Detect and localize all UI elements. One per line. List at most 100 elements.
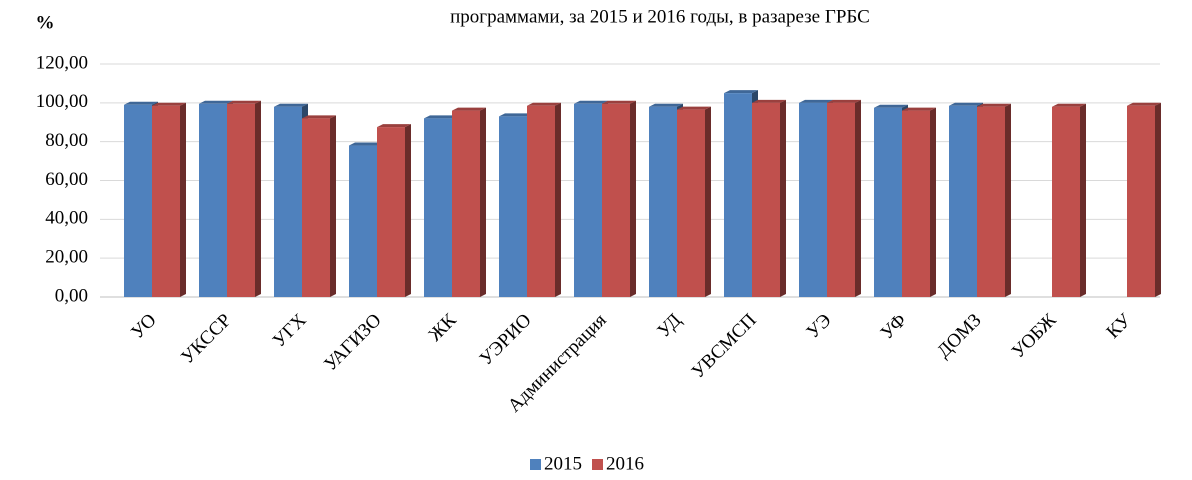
bar-side	[630, 100, 636, 297]
bar-side	[480, 107, 486, 297]
x-tick-label: УЭРИО	[476, 310, 536, 370]
bar-front	[752, 102, 780, 297]
bar-side	[1005, 103, 1011, 297]
x-tick-label: УЭ	[803, 310, 836, 343]
bar-front	[902, 110, 930, 297]
bar-front	[499, 116, 527, 297]
bar-top	[949, 102, 983, 106]
bar-top	[527, 102, 561, 106]
y-tick-label: 60,00	[45, 169, 88, 190]
bar-top	[199, 100, 233, 104]
y-tick-label: 120,00	[36, 52, 88, 73]
bar-front	[1052, 106, 1080, 297]
bar	[602, 100, 636, 297]
bar-front	[124, 104, 152, 298]
bar-top	[752, 99, 786, 103]
bar	[452, 107, 486, 297]
bar-top	[602, 100, 636, 104]
bar	[527, 102, 561, 297]
bar-top	[977, 103, 1011, 107]
bar-front	[302, 118, 330, 297]
bar-top	[302, 115, 336, 119]
y-tick-label: 40,00	[45, 208, 88, 229]
legend-swatch	[530, 459, 541, 470]
bar	[227, 100, 261, 297]
bar-top	[874, 104, 908, 108]
bar-side	[780, 99, 786, 297]
x-tick-label: УО	[127, 310, 160, 343]
bar-front	[1127, 105, 1155, 297]
bar	[349, 142, 383, 297]
bar-top	[124, 101, 158, 105]
bar-front	[274, 106, 302, 297]
x-tick-label: ЖК	[425, 310, 461, 346]
bar-front	[227, 103, 255, 297]
legend-swatch	[592, 459, 603, 470]
bar	[377, 124, 411, 298]
bar	[752, 99, 786, 297]
bar-top	[274, 103, 308, 107]
x-tick-label: ДОМЗ	[933, 310, 985, 362]
bar-front	[799, 102, 827, 297]
bar-top	[499, 113, 533, 117]
bar-front	[377, 127, 405, 298]
bar-front	[424, 118, 452, 297]
bar-front	[677, 109, 705, 297]
bar-front	[949, 105, 977, 297]
bar-front	[724, 93, 752, 297]
bar-front	[199, 103, 227, 297]
bar	[1052, 103, 1086, 297]
bar-front	[977, 106, 1005, 297]
x-tick-label: УД	[653, 310, 685, 342]
x-tick-label: УВСМСП	[688, 310, 761, 383]
bar-side	[930, 107, 936, 297]
y-tick-label: 80,00	[45, 130, 88, 151]
bar-top	[424, 115, 458, 119]
bar-top	[677, 106, 711, 110]
bar	[799, 99, 833, 297]
bar-top	[349, 142, 383, 146]
y-tick-label: 0,00	[55, 285, 88, 306]
bar-side	[555, 102, 561, 297]
bar-front	[574, 103, 602, 297]
bar-front	[349, 145, 377, 297]
legend-label: 2015	[544, 453, 582, 474]
bar	[1127, 102, 1161, 297]
bar-front	[152, 105, 180, 297]
chart-title: программами, за 2015 и 2016 годы, в раза…	[450, 6, 870, 27]
bar-front	[602, 103, 630, 297]
bar-front	[527, 105, 555, 297]
x-tick-label: УГХ	[269, 310, 311, 352]
bar-side	[405, 124, 411, 298]
bar-front	[874, 107, 902, 297]
bar	[152, 102, 186, 297]
bar-front	[649, 106, 677, 297]
bar-side	[1155, 102, 1161, 297]
bar-side	[255, 100, 261, 297]
x-tick-label: КУ	[1103, 309, 1136, 342]
bar-top	[799, 99, 833, 103]
bar-front	[452, 110, 480, 297]
bar-top	[377, 124, 411, 128]
y-axis-label: %	[36, 12, 55, 33]
bar-top	[827, 99, 861, 103]
bar-top	[1052, 103, 1086, 107]
bar-top	[902, 107, 936, 111]
bar-side	[705, 106, 711, 297]
bar-side	[1080, 103, 1086, 297]
x-tick-label: УФ	[877, 310, 911, 344]
y-tick-label: 100,00	[36, 91, 88, 112]
bar-top	[1127, 102, 1161, 106]
bar-top	[152, 102, 186, 106]
bar	[827, 99, 861, 297]
bar	[677, 106, 711, 297]
bar	[902, 107, 936, 297]
x-tick-label: УАГИЗО	[320, 310, 385, 375]
bar	[302, 115, 336, 297]
legend-label: 2016	[606, 453, 644, 474]
bar-top	[724, 90, 758, 94]
bar	[977, 103, 1011, 297]
bar-top	[574, 100, 608, 104]
bar-side	[855, 99, 861, 297]
bar-top	[452, 107, 486, 111]
